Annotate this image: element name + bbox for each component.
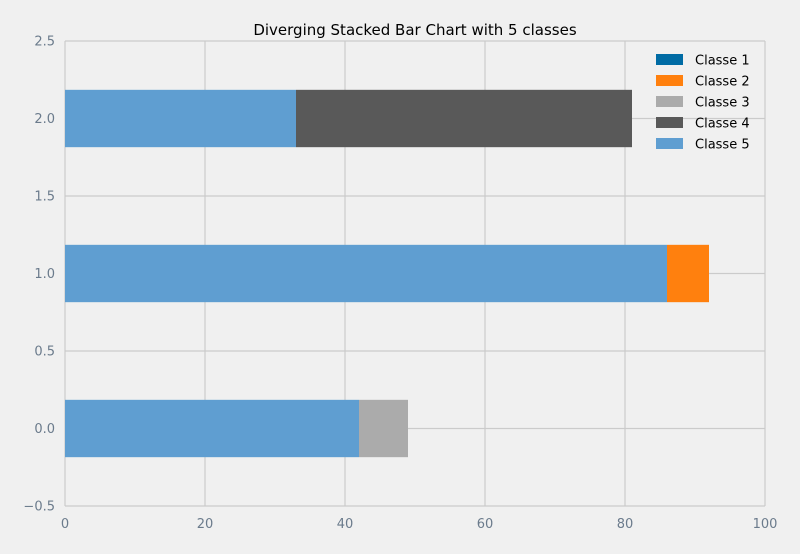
legend-label: Classe 2 xyxy=(695,75,750,90)
legend-swatch xyxy=(656,96,683,107)
y-tick-label: −0.5 xyxy=(23,500,55,515)
y-tick-label: 1.0 xyxy=(34,267,55,282)
y-tick-label: 1.5 xyxy=(34,190,55,205)
x-tick-label: 80 xyxy=(617,517,634,532)
x-tick-label: 40 xyxy=(337,517,354,532)
y-axis-ticks: −0.5 0.0 0.5 1.0 1.5 2.0 2.5 xyxy=(23,35,55,515)
bar-segment-classe-5-row-0 xyxy=(65,399,359,458)
bars-layer xyxy=(65,89,709,458)
y-tick-label: 2.0 xyxy=(34,112,55,127)
legend-label: Classe 1 xyxy=(695,54,750,69)
legend-swatch xyxy=(656,75,683,86)
x-axis-ticks: 0 20 40 60 80 100 xyxy=(61,517,778,532)
legend-swatch xyxy=(656,54,683,65)
chart-title: Diverging Stacked Bar Chart with 5 class… xyxy=(253,21,576,39)
bar-segment-classe-4-row-2 xyxy=(296,89,632,148)
y-tick-label: 2.5 xyxy=(34,35,55,50)
x-tick-label: 100 xyxy=(753,517,778,532)
bar-segment-classe-5-row-2 xyxy=(65,89,296,148)
legend: Classe 1 Classe 2 Classe 3 Classe 4 Classe 5 xyxy=(656,54,750,153)
y-tick-label: 0.5 xyxy=(34,345,55,360)
bar-segment-classe-5-row-1 xyxy=(65,244,667,303)
bar-segment-classe-3-row-0 xyxy=(359,399,408,458)
legend-label: Classe 3 xyxy=(695,96,750,111)
y-tick-label: 0.0 xyxy=(34,422,55,437)
x-tick-label: 0 xyxy=(61,517,69,532)
legend-label: Classe 5 xyxy=(695,138,750,153)
x-tick-label: 60 xyxy=(477,517,494,532)
legend-swatch xyxy=(656,117,683,128)
legend-swatch xyxy=(656,138,683,149)
x-tick-label: 20 xyxy=(197,517,214,532)
legend-label: Classe 4 xyxy=(695,117,750,132)
bar-segment-classe-2-row-1 xyxy=(667,244,709,303)
